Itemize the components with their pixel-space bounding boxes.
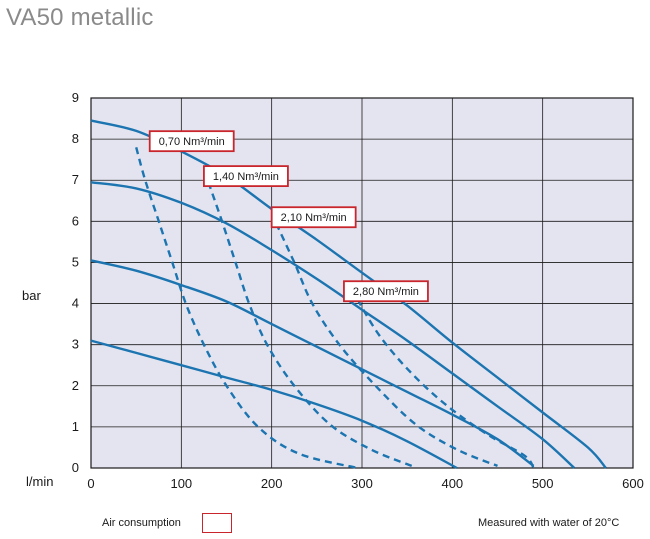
air-consumption-curve-3 — [275, 222, 498, 468]
air-label-box — [203, 165, 289, 188]
x-tick-label: 100 — [170, 476, 192, 491]
air-consumption-curve-4 — [356, 298, 535, 469]
x-tick-label: 400 — [441, 476, 463, 491]
air-consumption-curve-1 — [135, 146, 358, 470]
performance-curve-2 — [90, 259, 535, 467]
y-tick-label: 6 — [72, 213, 79, 228]
x-axis-label: l/min — [26, 474, 53, 489]
air-label-box — [343, 280, 429, 303]
legend-air-consumption-swatch — [202, 513, 232, 533]
air-consumption-curve-2 — [207, 181, 413, 468]
y-axis-label: bar — [22, 288, 41, 303]
air-label-box — [148, 130, 235, 153]
measurement-note: Measured with water of 20°C — [478, 517, 620, 529]
y-tick-label: 0 — [72, 460, 79, 475]
air-label-text: 1,40 Nm³/min — [213, 171, 279, 183]
x-tick-label: 500 — [532, 476, 554, 491]
x-tick-label: 200 — [261, 476, 283, 491]
y-tick-label: 1 — [72, 419, 79, 434]
y-tick-label: 8 — [72, 131, 79, 146]
y-tick-label: 4 — [72, 296, 79, 311]
air-label-text: 0,70 Nm³/min — [159, 136, 225, 148]
y-tick-label: 5 — [72, 254, 79, 269]
air-consumption-label-1: 0,70 Nm³/min — [148, 130, 235, 153]
page-title: VA50 metallic — [6, 4, 154, 31]
x-tick-label: 300 — [351, 476, 373, 491]
y-tick-label: 9 — [72, 90, 79, 105]
air-consumption-label-4: 2,80 Nm³/min — [343, 280, 429, 303]
y-tick-label: 7 — [72, 172, 79, 187]
y-tick-label: 2 — [72, 378, 79, 393]
air-label-text: 2,80 Nm³/min — [353, 286, 419, 298]
air-label-box — [270, 206, 357, 229]
air-consumption-label-2: 1,40 Nm³/min — [203, 165, 289, 188]
performance-curve-3 — [90, 181, 576, 469]
air-consumption-label-3: 2,10 Nm³/min — [270, 206, 357, 229]
x-tick-label: 600 — [622, 476, 644, 491]
x-tick-label: 0 — [87, 476, 94, 491]
air-label-text: 2,10 Nm³/min — [281, 212, 347, 224]
y-tick-label: 3 — [72, 337, 79, 352]
legend-air-consumption-label: Air consumption — [102, 517, 181, 529]
performance-curve-1 — [90, 339, 458, 470]
